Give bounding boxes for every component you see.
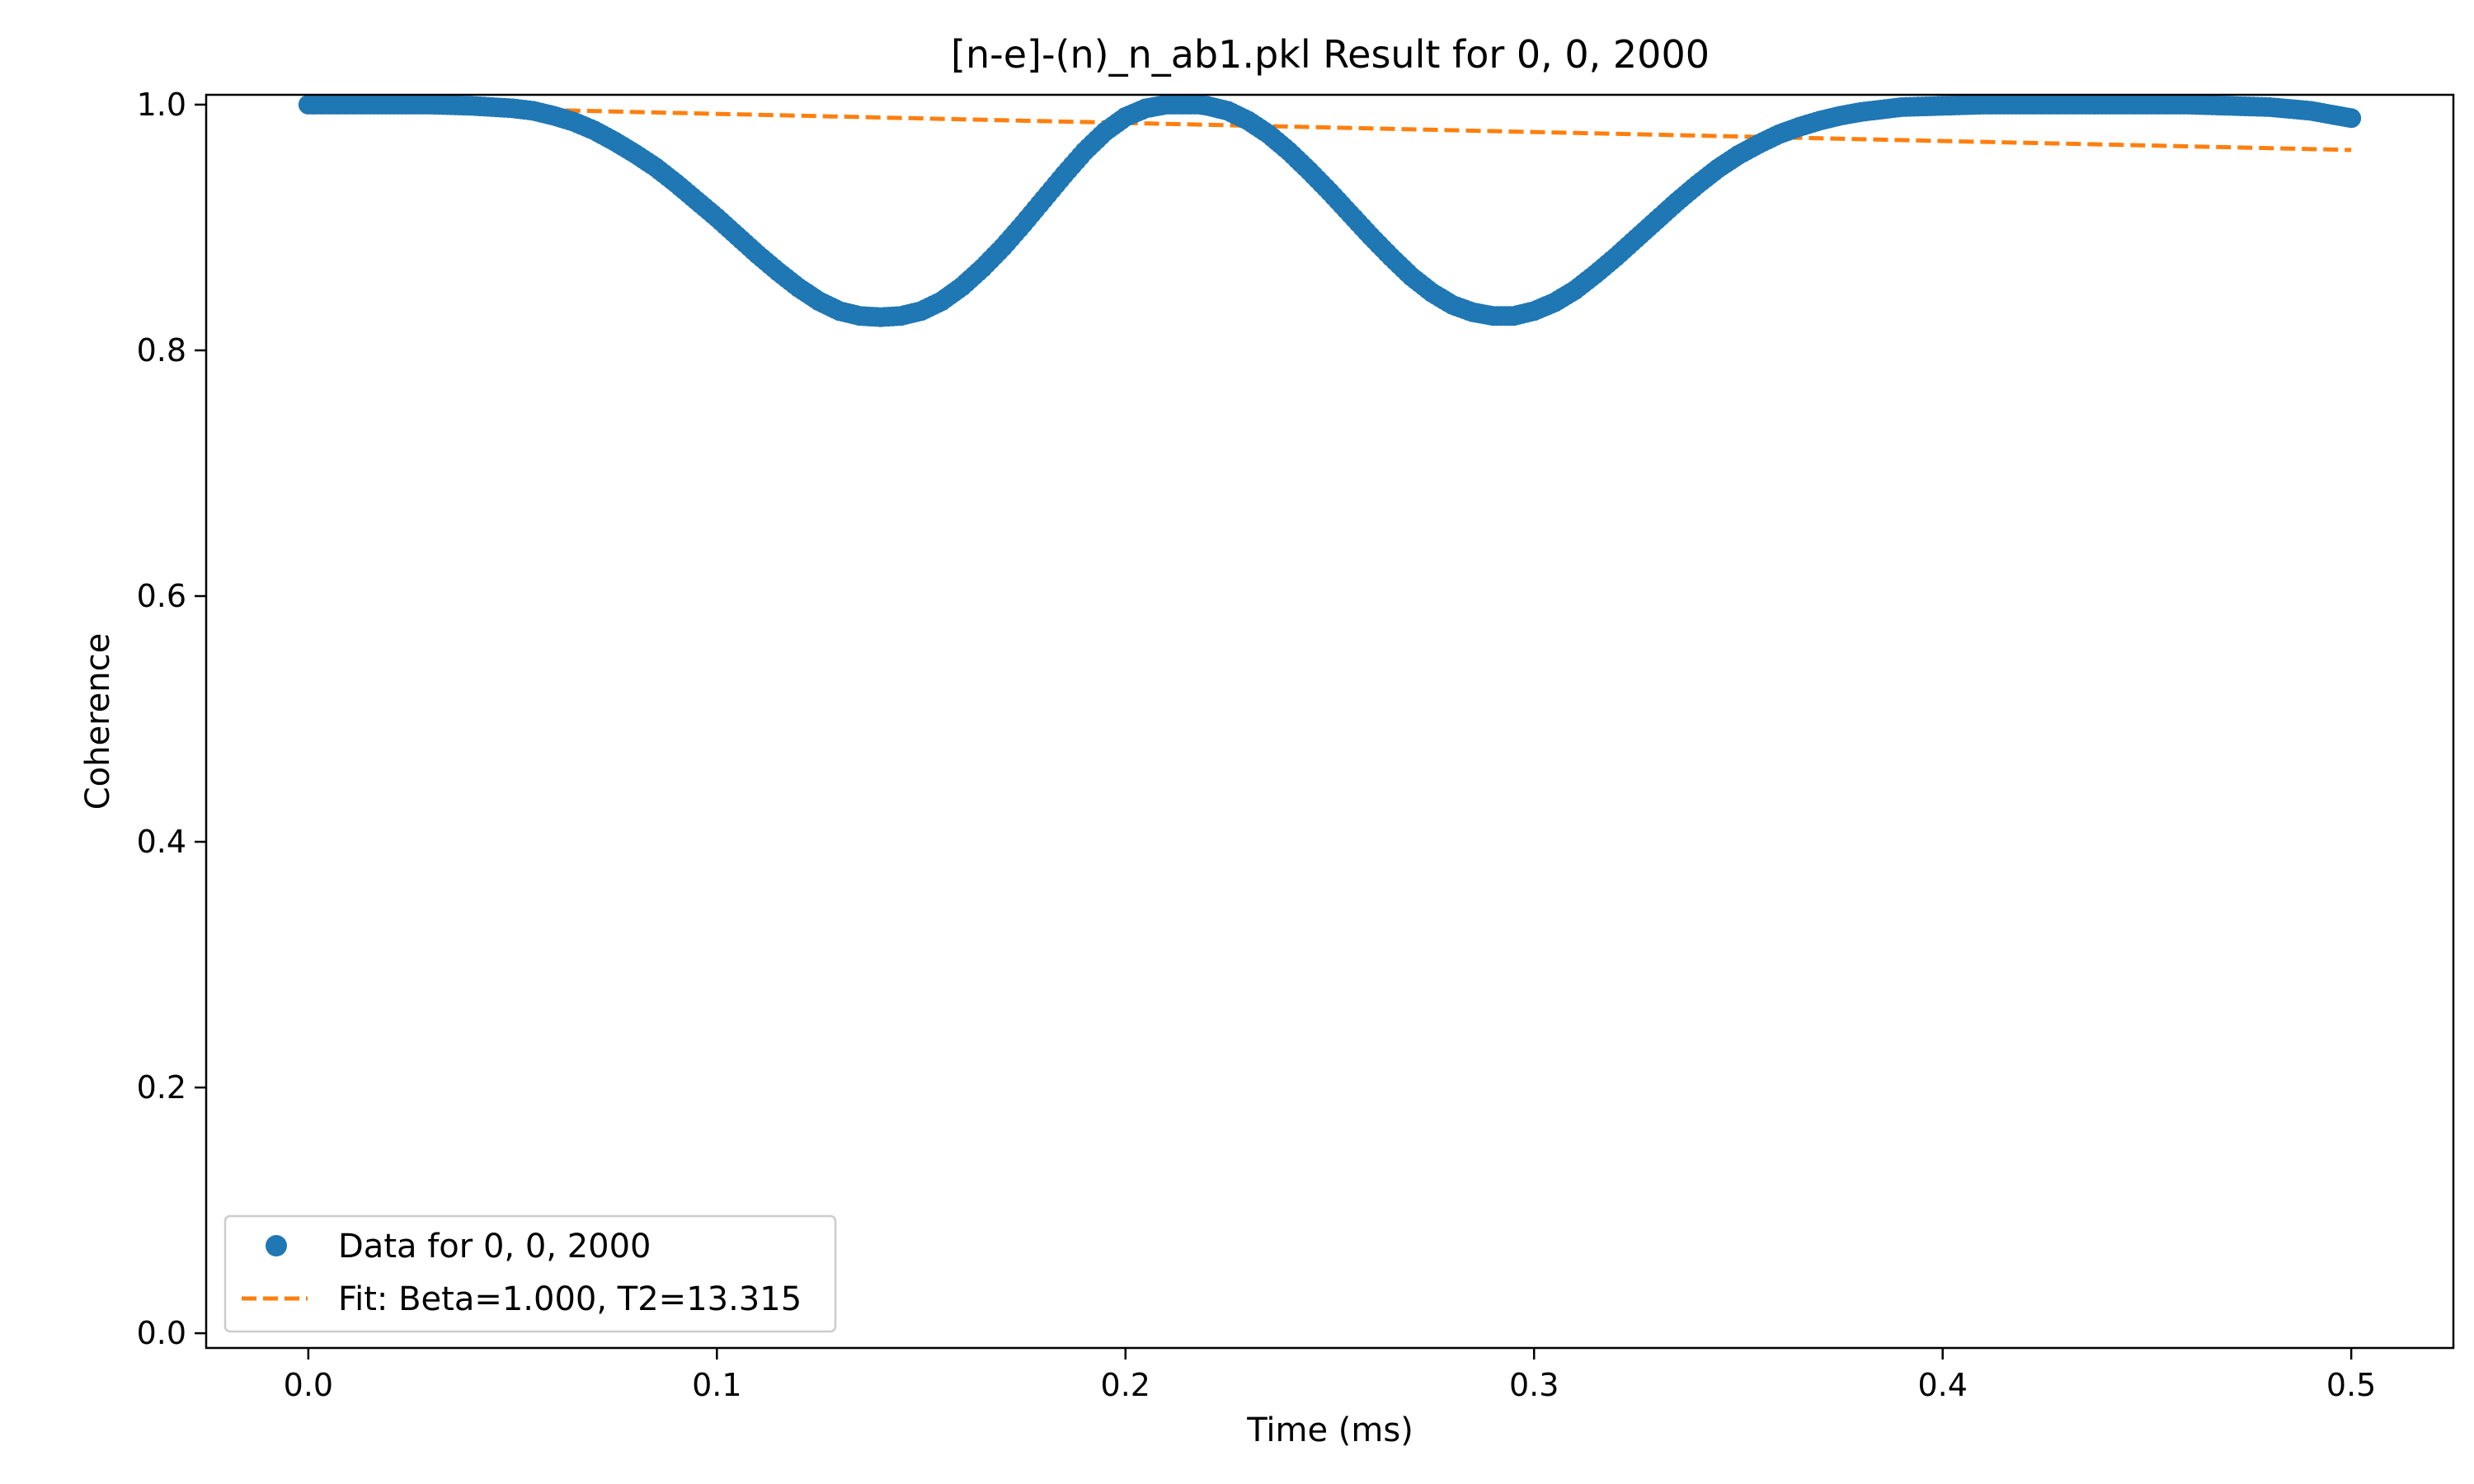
legend: Data for 0, 0, 2000 Fit: Beta=1.000, T2=… [223,1214,837,1333]
y-tick-label: 1.0 [137,87,186,123]
y-tick-label: 0.8 [137,332,186,369]
data-series [298,94,2362,327]
x-axis-label: Time (ms) [1246,1411,1413,1449]
chart-title: [n-e]-(n)_n_ab1.pkl Result for 0, 0, 200… [951,32,1710,77]
legend-box [223,1214,837,1333]
axis-ticks: 0.0 0.1 0.2 0.3 0.4 0.5 0.0 0.2 0.4 0.6 0.8 1.0 [137,87,2377,1403]
x-tick-label: 0.3 [1509,1367,1559,1403]
fit-series [308,102,2352,153]
y-axis-label: Coherence [79,633,117,810]
plot-frame [205,93,2455,1350]
x-tick-label: 0.0 [284,1367,333,1403]
legend-data-marker [266,1235,287,1256]
fit-line [308,102,2352,153]
legend-data-label: Data for 0, 0, 2000 [338,1228,651,1266]
x-tick-label: 0.2 [1101,1367,1150,1403]
y-tick-label: 0.2 [137,1069,186,1106]
x-tick-label: 0.5 [2326,1367,2376,1403]
x-tick-label: 0.1 [692,1367,741,1403]
y-tick-label: 0.6 [137,578,186,614]
x-tick-label: 0.4 [1917,1367,1967,1403]
data-point [2341,108,2362,129]
legend-fit-label: Fit: Beta=1.000, T2=13.315 [338,1280,802,1318]
y-tick-label: 0.0 [137,1315,186,1351]
y-tick-label: 0.4 [137,824,186,860]
plot-area [206,95,2453,1348]
